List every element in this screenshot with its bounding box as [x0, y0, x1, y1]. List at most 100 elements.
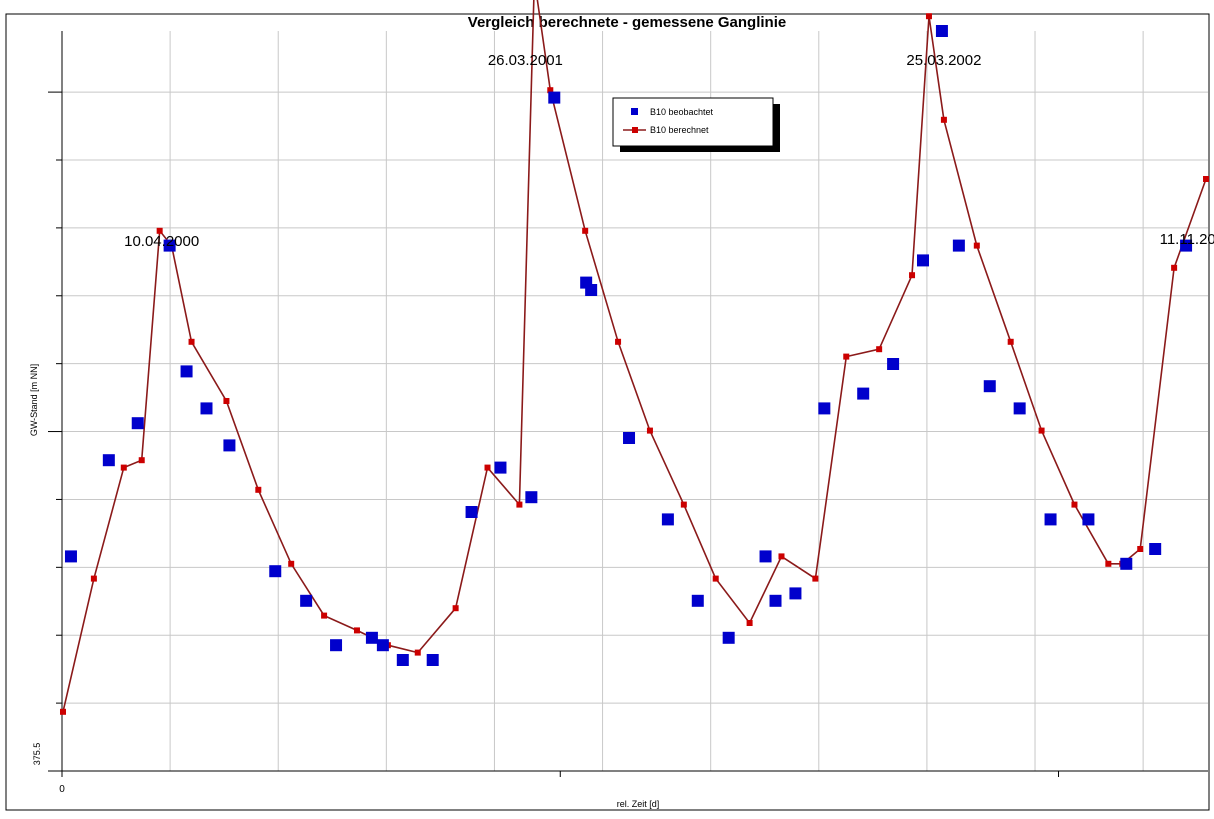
observed-point	[396, 654, 409, 666]
computed-point	[843, 353, 850, 360]
observed-point	[952, 239, 965, 252]
computed-point	[90, 575, 97, 582]
computed-point	[156, 227, 163, 234]
computed-point	[255, 486, 262, 493]
observed-point	[330, 639, 343, 652]
observed-point	[365, 631, 378, 644]
observed-point	[525, 491, 538, 504]
observed-point	[200, 402, 213, 415]
computed-point	[547, 87, 554, 94]
computed-point	[778, 553, 785, 560]
computed-point	[188, 338, 195, 345]
computed-point	[138, 457, 145, 464]
computed-point	[120, 464, 127, 471]
computed-point	[1137, 546, 1144, 552]
observed-point	[163, 239, 176, 252]
observed-point	[1013, 402, 1026, 415]
observed-point	[1149, 543, 1162, 555]
date-annotation: 25.03.2002	[906, 52, 981, 69]
x-tick-label: 0	[59, 784, 65, 795]
observed-point	[916, 254, 929, 267]
y-axis-label: GW-Stand [m NN]	[29, 364, 39, 436]
x-axis-label: rel. Zeit [d]	[617, 799, 660, 809]
legend-computed-marker	[632, 127, 638, 133]
date-annotation: 11.11.2002	[1160, 231, 1214, 248]
computed-point	[516, 501, 523, 508]
computed-point	[940, 116, 947, 123]
observed-point	[769, 594, 782, 607]
y-tick-label: 375.5	[32, 743, 42, 766]
computed-point	[59, 708, 66, 715]
observed-point	[983, 380, 996, 393]
annotations: 10.04.2000 26.03.2001 25.03.2002 11.11.2002	[124, 52, 1214, 250]
observed-point	[494, 461, 507, 474]
observed-point	[548, 91, 561, 104]
observed-point	[887, 358, 900, 370]
observed-point	[426, 654, 439, 666]
observed-series	[64, 25, 1193, 666]
legend-observed-label: B10 beobachtet	[650, 107, 714, 117]
observed-point	[935, 25, 948, 37]
computed-point	[353, 627, 360, 634]
observed-point	[64, 550, 77, 563]
computed-point	[925, 13, 932, 20]
computed-point	[712, 575, 719, 582]
observed-point	[585, 284, 598, 296]
observed-point	[722, 631, 735, 644]
plot-area	[62, 31, 1208, 771]
computed-point	[1038, 427, 1045, 434]
computed-point	[1007, 338, 1014, 345]
computed-point	[1171, 264, 1178, 271]
computed-point	[414, 649, 421, 656]
observed-point	[759, 550, 772, 563]
grid	[62, 31, 1208, 771]
date-annotation: 26.03.2001	[488, 52, 563, 69]
legend-observed-marker	[631, 108, 638, 115]
date-annotation: 10.04.2000	[124, 233, 199, 250]
computed-point	[680, 501, 687, 508]
computed-point	[484, 464, 491, 471]
observed-point	[102, 454, 115, 467]
observed-point	[789, 587, 802, 600]
observed-point	[1044, 513, 1057, 526]
computed-point	[288, 560, 295, 567]
observed-point	[269, 565, 282, 578]
observed-point	[818, 402, 831, 415]
computed-series	[59, 0, 1210, 715]
observed-point	[300, 594, 313, 607]
computed-point	[746, 620, 753, 626]
computed-point	[1203, 176, 1210, 182]
observed-point	[691, 594, 704, 607]
computed-point	[615, 338, 622, 345]
computed-point	[321, 612, 328, 619]
observed-point	[376, 639, 389, 652]
observed-point	[223, 439, 236, 452]
computed-point	[1105, 560, 1112, 567]
computed-point	[452, 605, 459, 612]
legend: B10 beobachtet B10 berechnet	[612, 97, 780, 152]
computed-point	[646, 427, 653, 434]
outer-frame	[5, 13, 1210, 811]
computed-point	[223, 398, 230, 404]
observed-point	[1082, 513, 1095, 526]
legend-box	[612, 97, 774, 147]
observed-point	[1120, 557, 1133, 570]
axes	[48, 31, 1208, 777]
computed-point	[973, 242, 980, 249]
computed-point	[909, 272, 916, 279]
computed-point	[582, 227, 589, 234]
observed-point	[1180, 239, 1193, 252]
computed-point	[876, 346, 883, 353]
observed-point	[180, 365, 193, 378]
observed-point	[465, 506, 478, 518]
legend-computed-label: B10 berechnet	[650, 125, 709, 135]
computed-point	[1071, 501, 1078, 508]
observed-point	[661, 513, 674, 526]
observed-point	[857, 387, 870, 400]
observed-point	[623, 432, 636, 444]
computed-point	[812, 575, 819, 582]
chart-title: Vergleich berechnete - gemessene Ganglin…	[468, 14, 786, 31]
observed-point	[131, 417, 144, 430]
